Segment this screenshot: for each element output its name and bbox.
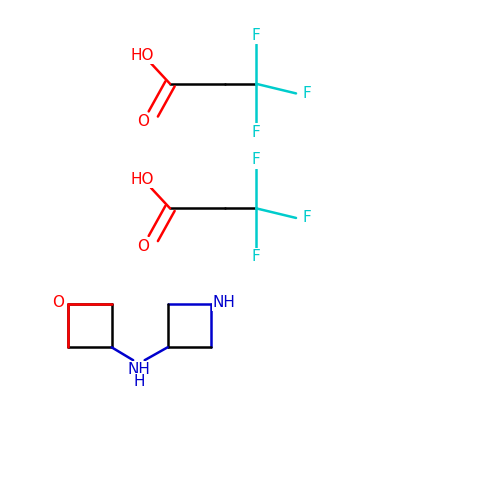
Text: O: O	[52, 295, 64, 310]
Text: HO: HO	[130, 47, 154, 63]
Text: O: O	[137, 239, 149, 254]
Text: NH: NH	[127, 362, 150, 377]
Text: H: H	[133, 374, 145, 389]
Text: F: F	[252, 125, 261, 140]
Text: HO: HO	[130, 172, 154, 187]
Text: F: F	[302, 86, 311, 101]
Text: F: F	[302, 210, 311, 226]
Text: NH: NH	[213, 295, 236, 310]
Text: F: F	[252, 28, 261, 43]
Text: O: O	[137, 114, 149, 129]
Text: F: F	[252, 249, 261, 264]
Text: F: F	[252, 152, 261, 168]
